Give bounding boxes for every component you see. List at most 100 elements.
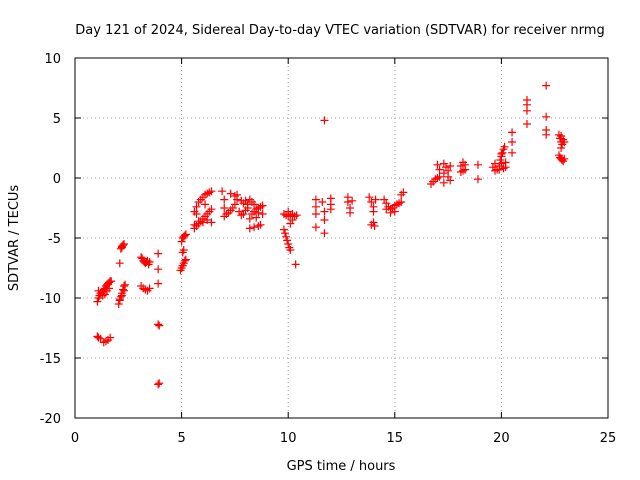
data-point <box>557 144 566 152</box>
data-point <box>154 380 163 389</box>
data-point <box>114 300 123 308</box>
data-point <box>154 265 163 274</box>
data-point <box>320 207 329 216</box>
x-tick-label: 10 <box>280 431 297 446</box>
y-tick-label: 0 <box>53 172 61 187</box>
x-tick-label: 25 <box>600 431 617 446</box>
data-point <box>365 193 374 202</box>
data-point <box>284 207 293 216</box>
plot-frame <box>74 57 609 419</box>
data-point <box>198 218 207 227</box>
data-point <box>433 174 442 182</box>
data-point <box>180 256 189 265</box>
data-point <box>397 198 406 206</box>
data-point <box>226 189 235 198</box>
data-point <box>380 195 389 204</box>
data-point <box>237 211 246 220</box>
data-point <box>207 187 216 196</box>
data-point <box>326 205 335 214</box>
chart-title: Day 121 of 2024, Sidereal Day-to-day VTE… <box>75 23 604 38</box>
data-point <box>218 187 227 196</box>
axis-ticks: 0 5 10 15 20 25 -20 -15 -10 -5 0 5 10 <box>40 52 617 446</box>
data-point <box>179 246 188 254</box>
data-point <box>207 218 216 227</box>
data-point <box>107 277 116 286</box>
data-point <box>145 284 154 293</box>
data-point <box>386 208 395 217</box>
data-point <box>348 196 357 205</box>
data-point <box>320 229 329 238</box>
data-point <box>233 190 242 199</box>
data-point <box>192 202 201 211</box>
data-point <box>542 112 551 121</box>
data-point <box>258 201 267 210</box>
data-point <box>382 205 391 214</box>
data-point <box>203 216 212 224</box>
data-point <box>399 188 408 197</box>
data-point <box>498 148 507 157</box>
data-point <box>115 259 124 268</box>
data-point <box>120 286 129 295</box>
data-point <box>177 237 186 246</box>
data-point <box>245 214 254 223</box>
data-point <box>439 178 448 187</box>
data-point <box>283 236 292 245</box>
y-tick-label: -20 <box>40 412 61 427</box>
data-point <box>557 132 566 140</box>
data-point <box>181 255 190 264</box>
data-point <box>279 225 288 234</box>
y-tick-label: 10 <box>44 52 61 67</box>
data-point <box>245 224 254 233</box>
data-point <box>256 220 265 229</box>
data-point <box>282 232 291 241</box>
data-point <box>500 142 509 151</box>
data-point <box>320 116 329 125</box>
data-point <box>220 204 229 212</box>
data-point <box>291 260 300 269</box>
data-point <box>522 120 531 128</box>
data-point <box>154 320 163 329</box>
x-tick-label: 20 <box>493 431 510 446</box>
data-point <box>435 172 444 181</box>
data-point <box>473 160 482 169</box>
data-point <box>286 246 295 254</box>
data-point <box>497 150 506 158</box>
data-point <box>343 198 352 206</box>
x-tick-label: 5 <box>177 431 185 446</box>
data-point <box>433 160 442 169</box>
data-point <box>250 200 259 209</box>
data-point <box>522 106 531 115</box>
data-point <box>154 249 163 258</box>
data-point <box>473 175 482 184</box>
data-point <box>192 210 201 218</box>
x-tick-label: 15 <box>387 431 404 446</box>
data-point <box>154 279 163 288</box>
data-point <box>371 195 380 204</box>
data-point <box>141 285 150 294</box>
data-point <box>346 208 355 217</box>
data-point <box>311 202 320 211</box>
data-point <box>106 333 115 342</box>
data-point <box>311 223 320 232</box>
data-point <box>491 166 500 175</box>
data-point <box>93 297 102 306</box>
x-tick-label: 0 <box>71 431 79 446</box>
data-point <box>508 138 517 146</box>
data-point <box>252 213 261 222</box>
data-point <box>117 243 126 252</box>
data-point <box>456 162 465 170</box>
data-point <box>370 222 379 230</box>
x-axis-label: GPS time / hours <box>287 459 396 474</box>
data-point <box>554 130 563 139</box>
data-point <box>286 219 295 228</box>
data-point <box>439 169 448 178</box>
data-point <box>190 220 199 229</box>
data-point <box>461 160 470 169</box>
data-point <box>320 216 329 224</box>
data-point <box>230 200 239 209</box>
data-point <box>105 284 114 293</box>
data-point <box>254 222 263 230</box>
data-point <box>155 321 164 330</box>
data-point <box>145 258 154 266</box>
data-point <box>117 291 126 300</box>
